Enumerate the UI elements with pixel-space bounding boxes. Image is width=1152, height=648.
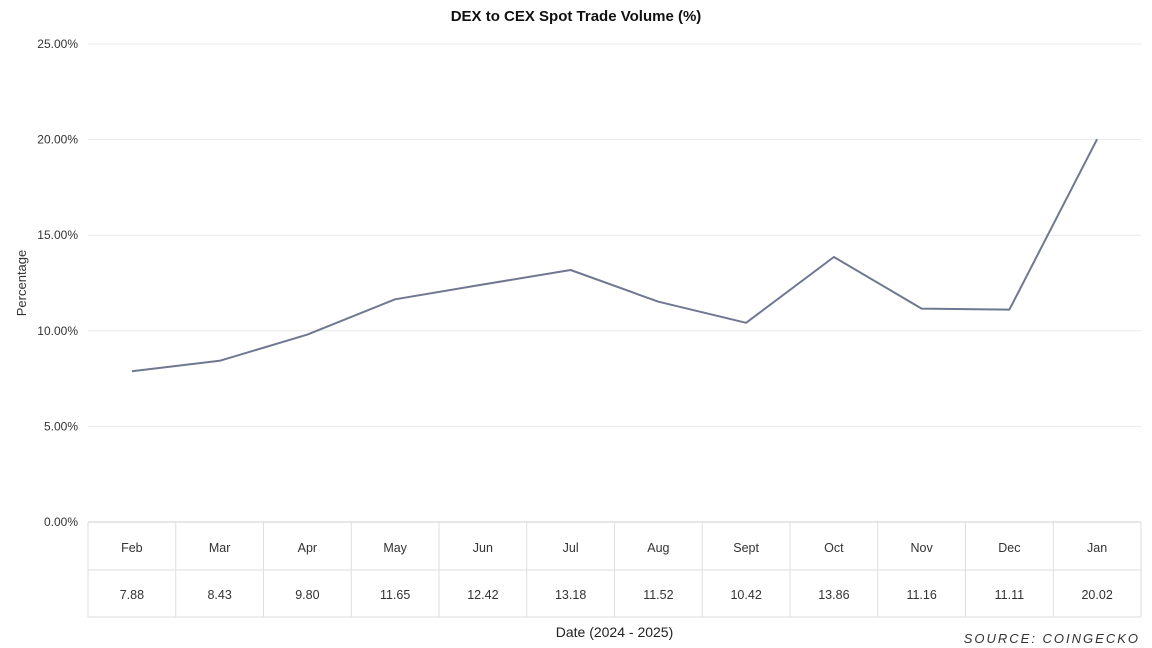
x-category-label: Jul bbox=[563, 541, 579, 555]
data-value-label: 8.43 bbox=[207, 588, 231, 602]
x-category-label: Aug bbox=[647, 541, 669, 555]
x-category-label: Jun bbox=[473, 541, 493, 555]
y-axis-label: Percentage bbox=[14, 250, 29, 317]
data-value-label: 11.52 bbox=[643, 588, 673, 602]
y-tick-labels: 0.00% 5.00% 10.00% 15.00% 20.00% 25.00% bbox=[37, 37, 78, 529]
data-value-label: 7.88 bbox=[120, 588, 144, 602]
y-tick-label: 10.00% bbox=[37, 324, 78, 338]
x-category-label: Dec bbox=[998, 541, 1020, 555]
x-category-label: Feb bbox=[121, 541, 143, 555]
data-value-label: 13.18 bbox=[555, 588, 586, 602]
series-line bbox=[131, 138, 1098, 373]
x-category-label: Apr bbox=[298, 541, 317, 555]
data-value-label: 13.86 bbox=[818, 588, 849, 602]
y-tick-label: 25.00% bbox=[37, 37, 78, 51]
data-value-label: 20.02 bbox=[1081, 588, 1112, 602]
data-value-label: 9.80 bbox=[295, 588, 319, 602]
x-category-label: Nov bbox=[911, 541, 934, 555]
data-value-label: 11.16 bbox=[906, 588, 936, 602]
data-value-label: 11.11 bbox=[995, 588, 1024, 602]
x-category-label: Sept bbox=[733, 541, 759, 555]
y-tick-label: 15.00% bbox=[37, 228, 78, 242]
y-tick-label: 5.00% bbox=[44, 419, 78, 433]
chart-title: DEX to CEX Spot Trade Volume (%) bbox=[450, 8, 702, 25]
x-category-label: Mar bbox=[209, 541, 231, 555]
x-category-label: Oct bbox=[824, 541, 844, 555]
y-tick-label: 20.00% bbox=[37, 133, 78, 147]
y-tick-label: 0.00% bbox=[44, 515, 78, 529]
x-category-label: Jan bbox=[1087, 541, 1107, 555]
data-value-label: 10.42 bbox=[730, 588, 761, 602]
source-credit: SOURCE: COINGECKO bbox=[963, 631, 1140, 646]
data-table: Feb 7.88 Mar 8.43 Apr 9.80 May 11.65 Jun 12.42 Jul… bbox=[87, 522, 1142, 618]
data-value-label: 12.42 bbox=[467, 588, 498, 602]
x-axis-label: Date (2024 - 2025) bbox=[555, 624, 674, 640]
grid-lines bbox=[88, 43, 1141, 523]
x-category-label: May bbox=[383, 541, 407, 555]
data-value-label: 11.65 bbox=[380, 588, 410, 602]
